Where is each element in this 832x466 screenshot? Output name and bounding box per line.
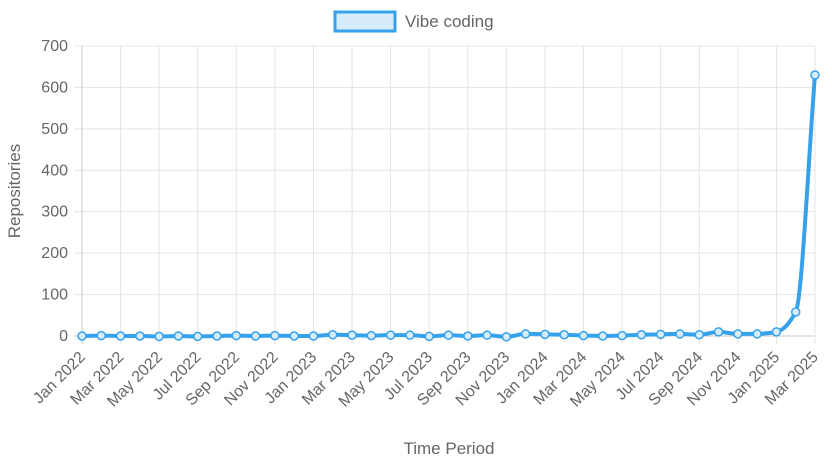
data-point[interactable] <box>385 330 396 340</box>
series-layer <box>77 70 820 342</box>
y-tick-label: 300 <box>41 204 68 221</box>
legend-label[interactable]: Vibe coding <box>405 12 494 31</box>
data-point[interactable] <box>540 329 550 340</box>
data-point[interactable] <box>212 331 222 341</box>
data-point[interactable] <box>752 329 762 339</box>
data-point[interactable] <box>810 70 820 80</box>
y-tick-label: 400 <box>41 162 68 179</box>
data-point[interactable] <box>289 331 299 341</box>
legend[interactable]: Vibe coding <box>333 10 494 33</box>
y-tick-label: 600 <box>41 79 68 96</box>
data-point[interactable] <box>424 331 434 342</box>
data-point[interactable] <box>501 332 512 342</box>
data-point[interactable] <box>192 331 203 342</box>
y-tick-label: 200 <box>41 245 68 262</box>
data-point[interactable] <box>482 330 492 340</box>
data-point[interactable] <box>713 327 724 337</box>
data-point[interactable] <box>790 307 801 317</box>
data-point[interactable] <box>694 330 705 340</box>
data-point[interactable] <box>655 329 666 340</box>
data-point[interactable] <box>636 330 647 340</box>
data-point[interactable] <box>771 327 782 337</box>
data-point[interactable] <box>578 330 589 341</box>
data-point[interactable] <box>559 330 569 340</box>
data-point[interactable] <box>96 330 107 341</box>
data-point[interactable] <box>250 331 261 341</box>
data-point[interactable] <box>675 329 685 339</box>
data-point[interactable] <box>77 331 87 341</box>
grid-layer <box>74 45 816 344</box>
y-axis-title: Repositories <box>5 144 24 239</box>
data-point[interactable] <box>115 331 126 341</box>
data-point[interactable] <box>443 330 454 340</box>
data-point[interactable] <box>463 331 473 341</box>
data-point[interactable] <box>135 331 145 341</box>
data-point[interactable] <box>270 330 280 341</box>
y-tick-label: 700 <box>41 38 68 55</box>
data-point[interactable] <box>617 330 627 341</box>
data-point[interactable] <box>598 331 608 341</box>
y-tick-label: 0 <box>59 328 68 345</box>
legend-swatch[interactable] <box>333 10 397 33</box>
data-point[interactable] <box>733 329 743 339</box>
data-point[interactable] <box>366 330 377 341</box>
data-point[interactable] <box>173 331 184 341</box>
x-axis-title: Time Period <box>403 439 494 458</box>
data-point[interactable] <box>308 331 319 341</box>
data-point[interactable] <box>347 330 357 340</box>
series-line-vibe-coding <box>80 73 817 339</box>
y-tick-label: 100 <box>41 287 68 304</box>
data-point[interactable] <box>520 329 531 339</box>
y-tick-label: 500 <box>41 121 68 138</box>
data-point[interactable] <box>328 330 338 340</box>
data-point[interactable] <box>154 331 164 342</box>
data-point[interactable] <box>231 330 242 341</box>
data-point[interactable] <box>405 330 415 340</box>
